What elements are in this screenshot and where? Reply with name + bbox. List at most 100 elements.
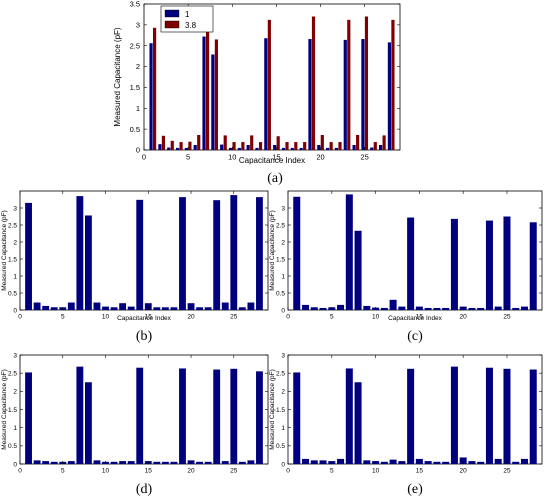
y-tick-label: 2 (136, 62, 140, 71)
bar-series1-16 (424, 307, 432, 310)
bar-series1-21 (326, 147, 330, 150)
bar-series1-9 (363, 305, 371, 310)
bar-series2-21 (329, 142, 333, 150)
x-tick-label: 15 (145, 468, 153, 475)
panel-caption: (d) (136, 482, 153, 497)
bar-series1-27 (520, 306, 528, 310)
y-tick-label: 1 (136, 104, 140, 113)
x-tick-label: 10 (102, 468, 110, 475)
bar-series1-11 (237, 147, 241, 150)
bar-series2-22 (338, 142, 342, 150)
bar-series1-13 (255, 147, 259, 150)
bar-series2-12 (250, 135, 254, 150)
bar-series1-11 (110, 461, 118, 464)
bar-series2-23 (347, 19, 351, 151)
y-axis-label: Measured Capacitance (pF) (113, 27, 122, 126)
bar-series1-9 (93, 460, 101, 464)
y-tick-label: 2 (281, 239, 285, 246)
bar-series2-15 (276, 136, 280, 150)
bar-series2-2 (161, 135, 166, 150)
y-tick-label: 1.5 (276, 256, 285, 263)
bar-series1-5 (184, 147, 188, 150)
bar-series1-14 (407, 217, 415, 310)
bar-series1-28 (256, 371, 263, 464)
bar-series1-4 (50, 461, 58, 464)
bar-series1-4 (319, 460, 327, 464)
y-tick-label: 3 (13, 352, 17, 359)
bar-series1-28 (256, 197, 263, 310)
chart-panel-0: 0 0.5 1 1.5 2 2.5 3 3.5 0 5 10 15 20 25 Capacitance In… (113, 0, 401, 186)
bar-series1-18 (442, 307, 450, 310)
bar-series1-7 (76, 196, 84, 310)
x-axis-label: Capacitance Index (388, 315, 443, 322)
bar-series1-7 (76, 366, 84, 464)
bar-series1-23 (213, 200, 221, 310)
bar-series2-8 (214, 39, 218, 151)
y-tick-label: 1.5 (8, 256, 17, 263)
panel-caption: (e) (407, 482, 423, 497)
bar-series1-2 (158, 144, 162, 150)
bar-series1-25 (230, 195, 238, 310)
bar-series1-19 (450, 366, 458, 464)
y-tick-label: 2 (13, 239, 17, 246)
bar-series1-28 (387, 42, 391, 150)
bar-series1-21 (468, 461, 476, 464)
bar-series1-26 (512, 307, 520, 310)
bar-series1-17 (433, 307, 441, 310)
bar-series1-9 (220, 144, 224, 150)
bar-series1-3 (310, 307, 318, 310)
y-tick-label: 1 (13, 273, 17, 280)
x-axis-label: Capacitance Index (117, 315, 172, 322)
bar-series1-11 (110, 307, 118, 310)
x-tick-label: 0 (18, 314, 22, 321)
bar-series1-6 (193, 144, 197, 150)
bar-series1-10 (228, 147, 233, 150)
bar-series2-18 (303, 142, 307, 150)
panel-caption: (c) (407, 329, 423, 344)
bar-series2-6 (197, 134, 201, 150)
chart-panel-4: 0 0.5 1 1.5 2 2.5 3 0 5 10 15 20 25 Measured Capacita… (269, 352, 543, 497)
bar-series1-17 (433, 461, 441, 464)
y-tick-label: 2.5 (8, 370, 17, 377)
bar-series1-16 (153, 461, 161, 464)
bar-series1-16 (424, 461, 432, 464)
bar-series1-24 (494, 458, 502, 464)
panel-caption: (a) (267, 171, 283, 186)
bar-series2-26 (373, 142, 377, 150)
bar-series1-20 (187, 303, 195, 310)
bar-series1-2 (33, 460, 41, 464)
x-tick-label: 5 (61, 468, 65, 475)
y-tick-label: 1.5 (276, 407, 285, 414)
bar-series1-3 (167, 147, 171, 150)
bar-series1-9 (93, 302, 101, 310)
y-tick-label: 1.5 (8, 407, 17, 414)
bar-series1-23 (485, 220, 493, 310)
x-tick-label: 5 (330, 468, 334, 475)
y-tick-label: 0 (13, 461, 17, 468)
y-tick-label: 3.5 (130, 0, 140, 9)
bar-series1-6 (67, 302, 75, 310)
bar-series1-22 (477, 307, 485, 310)
x-axis-label: Capacitance Index (239, 156, 305, 165)
bar-series1-6 (67, 461, 75, 464)
bar-series1-27 (378, 144, 383, 150)
x-tick-label: 20 (316, 153, 324, 162)
bar-series1-3 (42, 461, 50, 464)
bar-series1-24 (494, 306, 502, 310)
bar-series1-22 (477, 461, 485, 464)
bar-series1-24 (352, 144, 356, 150)
bar-series1-15 (273, 144, 277, 150)
bar-series1-7 (345, 194, 353, 310)
bar-series2-1 (153, 27, 157, 150)
bar-series1-13 (398, 461, 406, 464)
y-tick-label: 0.5 (8, 443, 17, 450)
bar-series1-7 (345, 368, 353, 464)
y-tick-label: 2.5 (276, 222, 285, 229)
bar-series1-18 (170, 307, 178, 310)
bar-series1-21 (196, 461, 204, 464)
bar-series1-13 (127, 461, 135, 464)
y-tick-label: 3 (281, 205, 285, 212)
x-tick-label: 0 (18, 468, 22, 475)
bar-series1-24 (221, 302, 229, 310)
bar-series1-1 (149, 43, 153, 151)
